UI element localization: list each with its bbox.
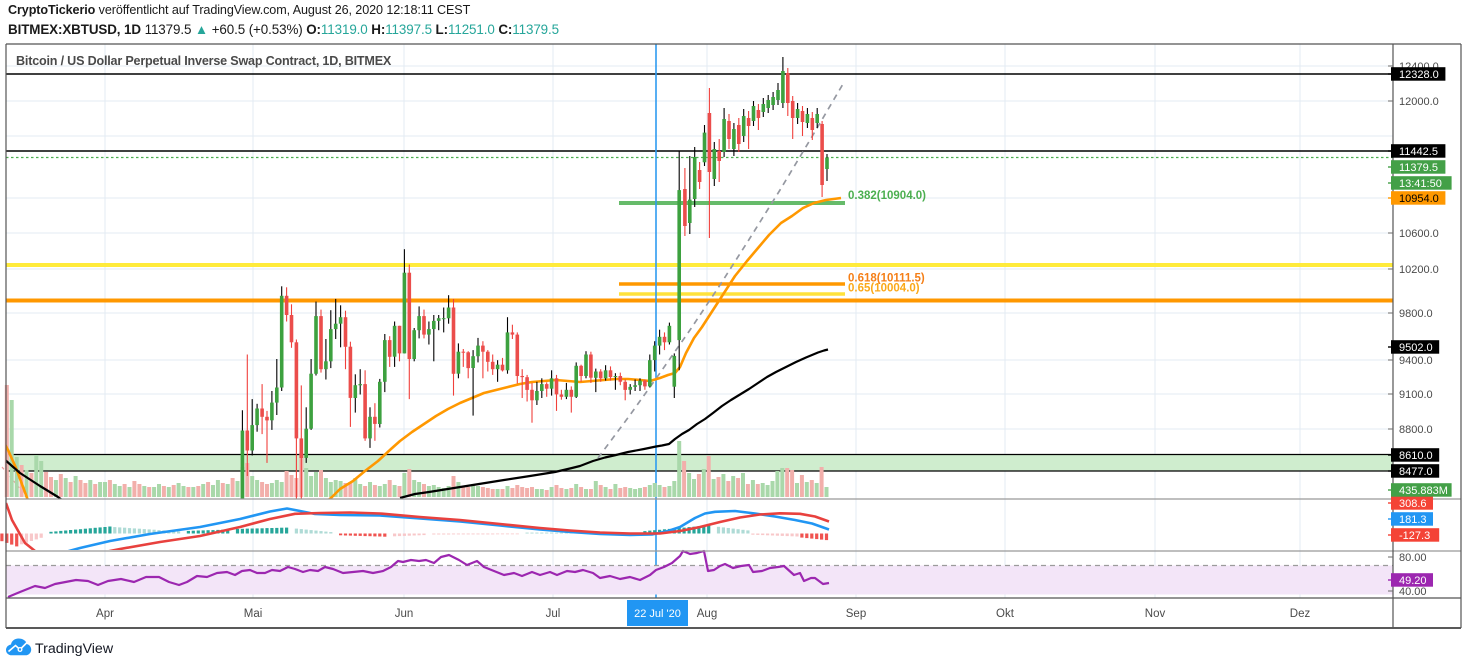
svg-text:Apr: Apr <box>96 608 114 620</box>
svg-text:435.883M: 435.883M <box>1399 485 1448 497</box>
svg-text:12000.0: 12000.0 <box>1399 96 1439 108</box>
svg-text:Jun: Jun <box>395 608 414 620</box>
svg-text:12328.0: 12328.0 <box>1399 69 1439 81</box>
svg-text:9400.0: 9400.0 <box>1399 355 1433 367</box>
svg-text:0.382(10904.0): 0.382(10904.0) <box>848 190 926 202</box>
svg-text:9502.0: 9502.0 <box>1399 342 1433 354</box>
svg-text:9800.0: 9800.0 <box>1399 308 1433 320</box>
svg-text:Bitcoin / US Dollar Perpetual: Bitcoin / US Dollar Perpetual Inverse Sw… <box>16 54 392 68</box>
svg-text:Nov: Nov <box>1145 608 1166 620</box>
svg-text:Aug: Aug <box>697 608 717 620</box>
svg-text:10954.0: 10954.0 <box>1399 193 1439 205</box>
svg-text:Okt: Okt <box>996 608 1015 620</box>
svg-text:11379.5: 11379.5 <box>1399 162 1438 174</box>
svg-text:Jul: Jul <box>546 608 561 620</box>
svg-text:TradingView: TradingView <box>35 641 114 657</box>
svg-text:10200.0: 10200.0 <box>1399 264 1439 276</box>
svg-text:-127.3: -127.3 <box>1399 530 1430 542</box>
svg-text:22 Jul '20: 22 Jul '20 <box>634 608 681 620</box>
svg-text:8800.0: 8800.0 <box>1399 424 1433 436</box>
svg-text:9100.0: 9100.0 <box>1399 389 1433 401</box>
svg-text:80.00: 80.00 <box>1399 552 1427 564</box>
svg-text:Sep: Sep <box>846 608 866 620</box>
svg-text:49.20: 49.20 <box>1399 575 1427 587</box>
svg-text:0.65(10004.0): 0.65(10004.0) <box>848 283 920 295</box>
svg-text:0.618(10111.5): 0.618(10111.5) <box>848 273 925 285</box>
svg-text:Dez: Dez <box>1290 608 1311 620</box>
svg-text:11442.5: 11442.5 <box>1399 146 1438 158</box>
svg-text:Mai: Mai <box>244 608 263 620</box>
svg-text:181.3: 181.3 <box>1399 514 1427 526</box>
svg-text:8477.0: 8477.0 <box>1399 466 1433 478</box>
svg-text:308.6: 308.6 <box>1399 498 1427 510</box>
svg-text:10600.0: 10600.0 <box>1399 228 1439 240</box>
svg-text:13:41:50: 13:41:50 <box>1399 178 1442 190</box>
svg-text:8610.0: 8610.0 <box>1399 450 1433 462</box>
svg-text:40.00: 40.00 <box>1399 586 1427 598</box>
